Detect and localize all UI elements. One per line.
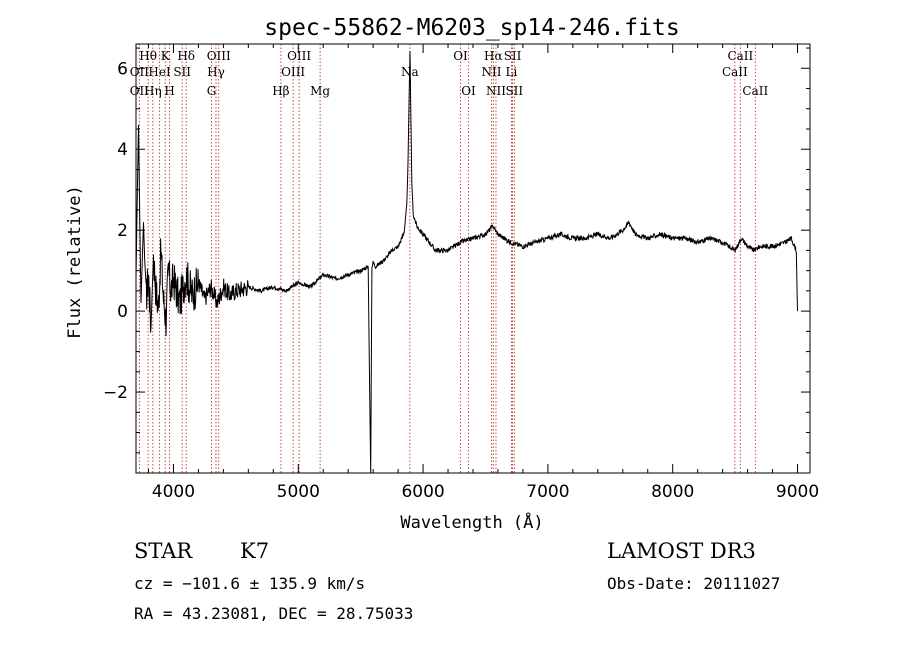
y-tick-label: 4	[117, 140, 128, 160]
x-tick-label: 8000	[651, 482, 694, 502]
line-marker-label: Hα	[484, 49, 503, 63]
line-marker-label: OI	[461, 84, 476, 98]
chart-title: spec-55862-M6203_sp14-246.fits	[264, 15, 679, 41]
y-tick-label: 6	[117, 59, 128, 79]
x-axis-ticks: 4000 5000 6000 7000 8000 9000	[147, 44, 819, 502]
line-marker-label: HeI	[148, 65, 171, 79]
y-tick-label: 0	[117, 302, 128, 322]
line-marker-label: Hθ	[139, 49, 157, 63]
line-marker-label: Li	[506, 65, 518, 79]
y-tick-label: −2	[103, 383, 128, 403]
coordinates: RA = 43.23081, DEC = 28.75033	[134, 604, 414, 623]
line-marker-label: H	[164, 84, 174, 98]
x-tick-label: 7000	[526, 482, 569, 502]
line-marker-label: SII	[505, 84, 523, 98]
line-marker-label: G	[207, 84, 217, 98]
x-tick-label: 6000	[401, 482, 444, 502]
line-marker-label: Hη	[144, 84, 162, 98]
line-marker-label: Hδ	[177, 49, 195, 63]
object-subclass: K7	[240, 539, 270, 563]
line-marker-label: OIII	[207, 49, 231, 63]
line-marker-label: OIII	[287, 49, 311, 63]
x-tick-label: 4000	[152, 482, 195, 502]
survey-name: LAMOST DR3	[607, 539, 756, 563]
line-marker-label: OI	[453, 49, 468, 63]
observation-date: Obs-Date: 20111027	[607, 574, 781, 593]
line-marker-label: CaII	[742, 84, 768, 98]
line-marker-label: Hβ	[272, 84, 289, 98]
y-axis-ticks: −2 0 2 4 6	[103, 47, 810, 454]
line-marker-label: OII	[130, 84, 150, 98]
line-marker-label: K	[161, 49, 171, 63]
line-marker-label: OII	[130, 65, 150, 79]
line-marker-label: SII	[173, 65, 191, 79]
x-tick-label: 9000	[776, 482, 819, 502]
line-marker-label: NII	[486, 84, 506, 98]
redshift-value: cz = −101.6 ± 135.9 km/s	[134, 574, 366, 593]
line-marker-label: CaII	[727, 49, 753, 63]
line-marker-label: SII	[504, 49, 522, 63]
line-marker-label: Hγ	[207, 65, 225, 79]
line-marker-label: NII	[481, 65, 501, 79]
line-marker-label: Mg	[310, 84, 330, 98]
x-tick-label: 5000	[277, 482, 320, 502]
spectrum-line	[135, 50, 798, 474]
y-tick-label: 2	[117, 221, 128, 241]
object-class: STAR	[134, 539, 193, 563]
spectral-line-markers	[138, 44, 756, 473]
y-axis-label: Flux (relative)	[65, 185, 85, 339]
line-marker-label: CaII	[722, 65, 748, 79]
x-axis-label: Wavelength (Å)	[400, 511, 543, 533]
plot-frame	[135, 43, 811, 474]
line-marker-label: OIII	[281, 65, 305, 79]
